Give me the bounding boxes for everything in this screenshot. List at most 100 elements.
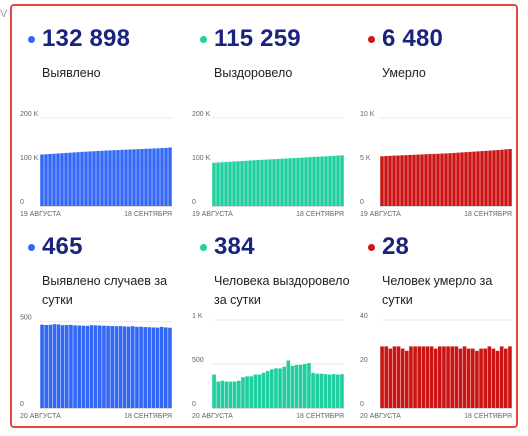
x-start-label: 20 АВГУСТА (20, 413, 61, 420)
bar (323, 374, 328, 408)
bar (504, 149, 508, 206)
bar (244, 160, 248, 206)
bar (260, 159, 264, 206)
y-tick-label: 200 K (192, 111, 211, 118)
bar (432, 153, 436, 206)
bar (499, 346, 504, 408)
bar (270, 369, 274, 408)
bar (212, 162, 216, 206)
bar (143, 327, 148, 408)
stat-label: Умерло (382, 66, 426, 80)
bar (72, 152, 76, 206)
covid-stats-panel: 132 898 Выявлено 200 K 100 K 0 19 АВГУСТА 18… (10, 4, 518, 428)
bar (80, 151, 84, 206)
bar (328, 156, 332, 206)
bar (278, 368, 282, 408)
bar (424, 154, 428, 206)
stat-label: Выявлено (42, 66, 101, 80)
chart-svg: 500 0 20 АВГУСТА 18 СЕНТЯБРЯ (20, 315, 172, 420)
stat-label: Человека выздоровело за сутки (214, 274, 350, 307)
bar (336, 155, 340, 206)
stat-value: 6 480 (382, 25, 444, 52)
bar (240, 161, 244, 206)
series-dot (368, 244, 375, 251)
bar (249, 376, 254, 408)
bar (290, 365, 295, 408)
bar (156, 148, 160, 206)
bar (282, 366, 287, 408)
bar (252, 160, 256, 206)
bar (164, 327, 168, 408)
bar (85, 325, 90, 408)
bar (396, 346, 401, 408)
bar (56, 324, 61, 408)
chart-svg: 200 K 100 K 0 19 АВГУСТА 18 СЕНТЯБРЯ (20, 111, 172, 218)
bar (69, 324, 73, 408)
y-tick-label: 40 (360, 313, 368, 320)
bar (508, 148, 512, 206)
bar (496, 150, 500, 206)
bar (212, 374, 216, 408)
bar (40, 154, 44, 206)
bar (64, 152, 68, 206)
series-dot (28, 36, 35, 43)
bar (92, 151, 96, 206)
bar (261, 372, 266, 408)
bar (98, 325, 102, 408)
bar (304, 157, 308, 206)
bar (460, 152, 464, 206)
bar (491, 348, 496, 408)
bar (228, 381, 233, 408)
bar (380, 156, 384, 206)
x-start-label: 20 АВГУСТА (360, 413, 401, 420)
x-start-label: 19 АВГУСТА (20, 211, 61, 218)
bar (126, 326, 131, 408)
bar (44, 154, 48, 206)
bar-chart-detected: 200 K 100 K 0 19 АВГУСТА 18 СЕНТЯБРЯ (20, 98, 180, 228)
bar (300, 157, 304, 206)
bar (420, 154, 424, 206)
bar (89, 325, 94, 408)
bar (135, 326, 139, 408)
y-tick-label: 0 (192, 401, 196, 408)
bar (475, 350, 479, 408)
bar (408, 154, 412, 206)
bar (311, 372, 315, 408)
bar (44, 325, 49, 408)
bar (332, 155, 336, 206)
bar (504, 348, 508, 408)
bar-chart-recovered: 200 K 100 K 0 19 АВГУСТА 18 СЕНТЯБРЯ (192, 98, 352, 228)
stat-value: 465 (42, 233, 83, 260)
y-tick-label: 200 K (20, 111, 39, 118)
bar (104, 150, 108, 206)
bar (160, 148, 164, 206)
background-text-fragment: V (0, 8, 8, 20)
bar (108, 150, 112, 206)
y-tick-label: 0 (20, 199, 24, 206)
series-dot (200, 244, 207, 251)
chart-svg: 1 K 500 0 20 АВГУСТА 18 СЕНТЯБРЯ (192, 313, 344, 420)
series-dot (368, 36, 375, 43)
bar (60, 325, 65, 408)
bar (241, 377, 245, 408)
x-end-label: 18 СЕНТЯБРЯ (124, 211, 172, 218)
bar (392, 346, 397, 408)
bar (404, 155, 408, 206)
bar (380, 346, 384, 408)
bar (102, 325, 106, 408)
bar (40, 324, 44, 408)
bar (456, 152, 460, 206)
bar (468, 151, 472, 206)
bar (400, 155, 404, 206)
y-tick-label: 500 (20, 315, 32, 322)
bar (232, 381, 237, 408)
bar (122, 326, 127, 408)
bar (388, 348, 393, 408)
x-end-label: 18 СЕНТЯБРЯ (464, 413, 512, 420)
bar (265, 371, 270, 408)
bar (81, 325, 86, 408)
bar (151, 327, 156, 408)
x-end-label: 18 СЕНТЯБРЯ (464, 211, 512, 218)
bar (124, 149, 128, 206)
y-tick-label: 0 (192, 199, 196, 206)
